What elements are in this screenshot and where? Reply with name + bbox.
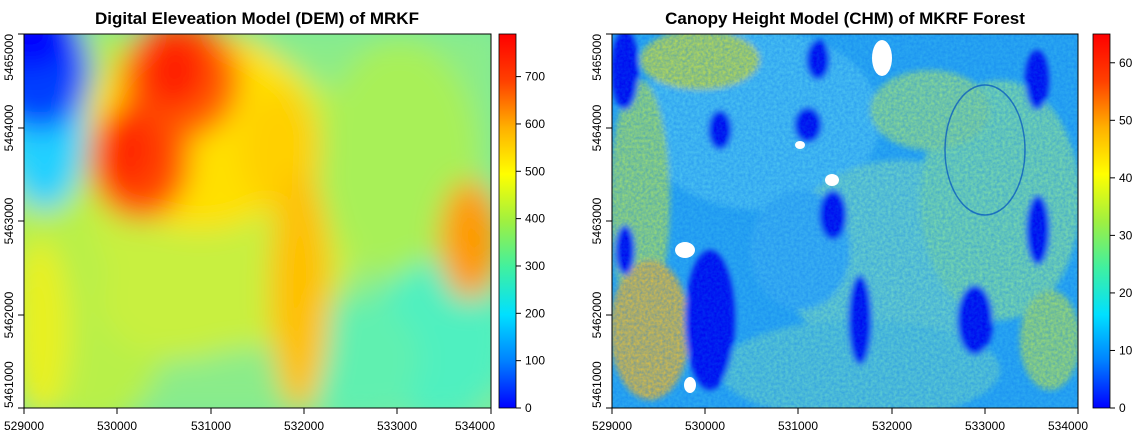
chm-x-tick-label-3: 532000 [872,419,912,433]
chm-raster [612,34,1078,408]
dem-y-tick-label-0: 5461000 [2,361,16,408]
dem-x-tick-label-0: 529000 [4,419,44,433]
chm-colorbar-tick-label-3: 30 [1119,228,1133,242]
chm-colorbar-tick-label-5: 50 [1119,113,1133,127]
chm-x-tick-label-5: 534000 [1048,419,1088,433]
chm-y-tick-label-4: 5465000 [590,34,604,81]
dem-colorbar-tick-label-1: 100 [525,354,545,368]
chm-x-tick-label-4: 533000 [965,419,1005,433]
dem-colorbar-tick-label-4: 400 [525,212,545,226]
chm-x-tick-label-2: 531000 [778,419,818,433]
dem-y-tick-label-4: 5465000 [2,34,16,81]
chm-colorbar-tick-label-4: 40 [1119,171,1133,185]
dem-colorbar-tick-label-7: 700 [525,70,545,84]
chm-y-tick-label-3: 5464000 [590,104,604,151]
chm-colorbar-tick-label-6: 60 [1119,56,1133,70]
dem-y-tick-label-3: 5464000 [2,104,16,151]
dem-x-ticks: 529000 530000 531000 532000 533000 53400… [4,408,495,433]
chm-y-tick-label-0: 5461000 [590,361,604,408]
dem-colorbar-tick-label-0: 0 [525,401,532,415]
dem-x-tick-label-3: 532000 [284,419,324,433]
dem-y-ticks: 5461000 5462000 5463000 5464000 5465000 [2,33,24,409]
dem-y-tick-label-1: 5462000 [2,291,16,338]
chm-colorbar-gradient [1092,33,1111,409]
chm-colorbar-tick-label-0: 0 [1119,401,1126,415]
dem-x-tick-label-4: 533000 [377,419,417,433]
chm-y-ticks: 5461000 5462000 5463000 5464000 5465000 [590,33,612,409]
dem-colorbar-gradient [498,33,517,409]
dem-colorbar-tick-label-2: 200 [525,306,545,320]
chm-x-tick-label-0: 529000 [592,419,632,433]
dem-colorbar: 0 100 200 300 400 500 600 700 [498,33,545,415]
dem-colorbar-tick-label-3: 300 [525,259,545,273]
dem-title: Digital Eleveation Model (DEM) of MRKF [95,9,419,28]
dem-x-tick-label-5: 534000 [455,419,495,433]
dem-colorbar-ticks: 0 100 200 300 400 500 600 700 [516,70,545,415]
chm-colorbar: 0 10 20 30 40 50 60 [1092,33,1133,415]
chm-y-tick-label-2: 5463000 [590,197,604,244]
dem-raster [24,34,491,408]
chm-x-ticks: 529000 530000 531000 532000 533000 53400… [592,408,1088,433]
dem-colorbar-tick-label-6: 600 [525,117,545,131]
dem-x-tick-label-1: 530000 [97,419,137,433]
chm-panel: Canopy Height Model (CHM) of MKRF Forest [590,9,1133,433]
dem-panel: Digital Eleveation Model (DEM) of MRKF [2,9,545,433]
chm-colorbar-ticks: 0 10 20 30 40 50 60 [1110,56,1133,415]
chm-x-tick-label-1: 530000 [685,419,725,433]
dem-x-tick-label-2: 531000 [191,419,231,433]
dem-y-tick-label-2: 5463000 [2,197,16,244]
chm-title: Canopy Height Model (CHM) of MKRF Forest [665,9,1025,28]
chm-colorbar-tick-label-1: 10 [1119,343,1133,357]
chm-y-tick-label-1: 5462000 [590,291,604,338]
dem-colorbar-tick-label-5: 500 [525,164,545,178]
chm-colorbar-tick-label-2: 20 [1119,286,1133,300]
